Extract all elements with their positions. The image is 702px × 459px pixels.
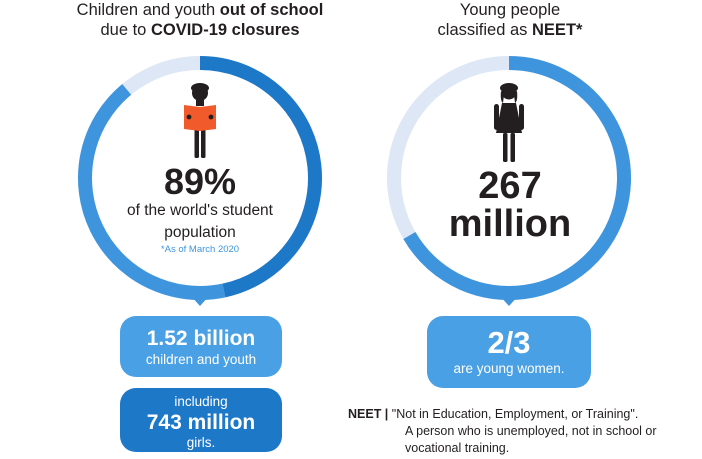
left-heading-plain: Children and youth [76,1,220,19]
left-heading: Children and youth out of school due to … [40,0,360,40]
girl-reading-book-icon [184,83,216,158]
left-percent: 89% [163,161,237,202]
right-number-line1: 267 [478,165,542,207]
right-pill-value: 2/3 [487,325,531,360]
right-heading: Young people classified as NEET* [360,0,660,40]
left-description-line2: population [164,224,236,241]
neet-definition-line2: A person who is unemployed, not in schoo… [405,424,657,438]
left-pill-total-value: 1.52 billion [146,327,256,350]
right-number-line2: million [448,203,572,245]
left-description-line1: of the world's student [127,202,273,219]
right-ring-pointer [499,295,519,306]
left-pill-girls-suffix: girls. [186,435,216,450]
left-pill-total: 1.52 billion children and youth [120,316,282,377]
left-pill-total-label: children and youth [145,352,257,367]
left-ring-main-arc [78,84,226,300]
left-pill-girls-value: 743 million [146,411,256,434]
neet-term: NEET | [348,407,389,421]
left-heading-bold-1: out of school [219,1,324,19]
right-pill-label: are young women. [453,361,565,376]
left-heading-bold-2: COVID-19 closures [150,21,300,39]
left-heading-plain-2: due to [100,21,151,39]
left-note: *As of March 2020 [160,244,240,255]
left-pill-girls-prefix: including [174,394,228,409]
right-heading-plain: classified as [437,21,533,39]
girl-figure-icon [494,83,524,162]
right-ring-main-arc [403,56,631,300]
neet-definition-line3: vocational training. [405,441,510,455]
neet-definition-line1: "Not in Education, Employment, or Traini… [391,407,639,421]
left-ring-pointer [190,295,210,306]
right-pill-women: 2/3 are young women. [427,316,591,388]
right-heading-line1: Young people [459,1,561,19]
left-pill-girls: including 743 million girls. [120,388,282,452]
neet-footnote: NEET | "Not in Education, Employment, or… [348,406,693,457]
left-ring-dark-arc [199,56,322,298]
right-heading-bold: NEET* [532,21,583,39]
left-description: of the world's student population [105,200,295,244]
